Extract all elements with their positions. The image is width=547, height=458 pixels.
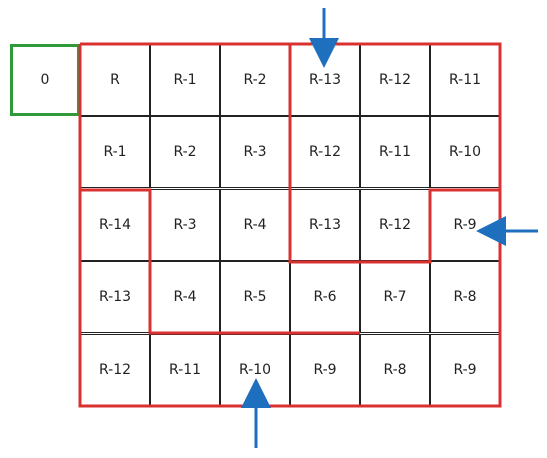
grid-cell: R-1 <box>80 116 150 189</box>
grid-cell: R-12 <box>290 116 360 189</box>
grid-cell: R-13 <box>290 44 360 116</box>
grid-cell: R-2 <box>150 116 220 189</box>
grid-cell: R-8 <box>360 333 430 406</box>
grid-cell: R-7 <box>360 261 430 334</box>
grid-cell: R-13 <box>290 188 360 261</box>
grid-cell: R-11 <box>430 44 500 116</box>
grid-cell: R-3 <box>150 188 220 261</box>
grid-cell: R-12 <box>360 188 430 261</box>
grid-cell: R-13 <box>80 261 150 334</box>
grid-cell: R-9 <box>290 333 360 406</box>
grid-cell: R-9 <box>430 188 500 261</box>
grid-cell: R-4 <box>220 188 290 261</box>
grid-cell: R-4 <box>150 261 220 334</box>
grid-cell: R-12 <box>360 44 430 116</box>
grid-cell: R-14 <box>80 188 150 261</box>
grid-cell: R-9 <box>430 333 500 406</box>
grid-cell: R-8 <box>430 261 500 334</box>
grid-cell: R-1 <box>150 44 220 116</box>
grid-cell: R-10 <box>430 116 500 189</box>
grid-cell: R-3 <box>220 116 290 189</box>
grid-cell: R-11 <box>360 116 430 189</box>
start-cell: 0 <box>10 44 80 116</box>
grid-cell: R-6 <box>290 261 360 334</box>
grid-cell: R-2 <box>220 44 290 116</box>
grid-cell: R <box>80 44 150 116</box>
grid-cell: R-5 <box>220 261 290 334</box>
grid-cell: R-10 <box>220 333 290 406</box>
grid-cell: R-11 <box>150 333 220 406</box>
grid-cell: R-12 <box>80 333 150 406</box>
